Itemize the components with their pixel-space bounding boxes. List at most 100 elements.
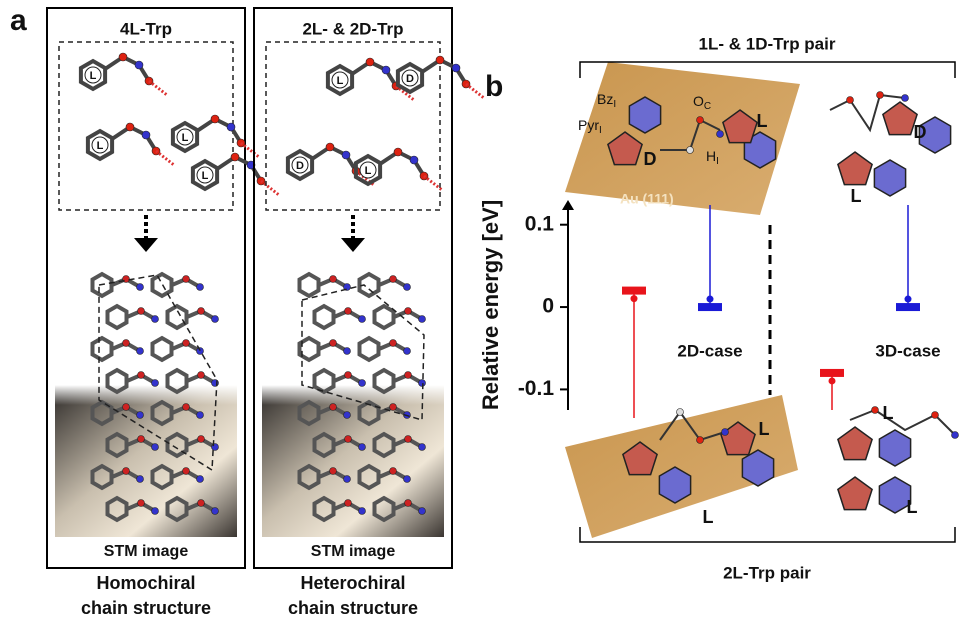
atom <box>227 123 235 131</box>
atom <box>687 147 694 154</box>
panel-label: b <box>485 70 503 103</box>
atom-label-main: H <box>706 148 716 164</box>
case-label: 2D-case <box>677 341 742 360</box>
bracket <box>580 527 955 542</box>
chirality-label: D <box>644 149 657 169</box>
atom <box>183 404 190 411</box>
atom <box>183 276 190 283</box>
atom <box>197 412 204 419</box>
atom <box>902 95 909 102</box>
atom <box>722 429 729 436</box>
atom <box>390 340 397 347</box>
energy-level <box>698 303 722 311</box>
chirality-label: L <box>757 111 768 131</box>
level-dot <box>829 377 836 384</box>
atom <box>197 348 204 355</box>
atom <box>123 340 130 347</box>
chirality-label: L <box>365 165 372 177</box>
atom <box>677 409 684 416</box>
atom <box>419 508 426 515</box>
chirality-label: L <box>883 403 894 423</box>
atom <box>344 412 351 419</box>
energy-level <box>896 303 920 311</box>
atom <box>405 500 412 507</box>
atom-label-main: O <box>693 93 704 109</box>
image-caption: STM image <box>311 543 396 560</box>
atom <box>345 372 352 379</box>
stm-image <box>55 385 237 537</box>
atom <box>198 308 205 315</box>
structure-label: chain structure <box>288 598 418 618</box>
y-tick-label: 0 <box>542 295 554 318</box>
atom <box>183 340 190 347</box>
atom-label-main: Bz <box>597 91 613 107</box>
chirality-label: L <box>97 140 104 152</box>
structure-label: Heterochiral <box>300 573 405 593</box>
ring <box>883 102 917 135</box>
atom <box>138 308 145 315</box>
stm-fade <box>262 385 444 405</box>
ring <box>838 152 872 185</box>
bond <box>850 410 955 435</box>
ring <box>315 306 334 328</box>
atom <box>410 156 418 164</box>
chirality-label: L <box>202 170 209 182</box>
atom-label-subscript: C <box>704 101 711 112</box>
y-tick-label: 0.1 <box>525 212 555 235</box>
y-tick-label: -0.1 <box>518 377 555 400</box>
atom <box>932 412 939 419</box>
ring <box>874 160 905 196</box>
atom <box>390 404 397 411</box>
atom <box>138 500 145 507</box>
ring <box>360 338 379 360</box>
atom <box>405 372 412 379</box>
atom <box>231 153 239 161</box>
atom <box>123 468 130 475</box>
atom <box>119 53 127 61</box>
atom <box>326 143 334 151</box>
atom <box>197 284 204 291</box>
structure-label: Homochiral <box>96 573 195 593</box>
atom <box>198 372 205 379</box>
ring <box>838 427 872 460</box>
atom <box>382 66 390 74</box>
image-caption: STM image <box>104 543 189 560</box>
chirality-label: D <box>914 122 927 142</box>
atom <box>330 340 337 347</box>
stm-image <box>262 385 444 537</box>
figure: a4L-TrpLLLLSTM imageHomochiralchain stru… <box>0 0 963 619</box>
chirality-label: L <box>337 75 344 87</box>
atom <box>198 500 205 507</box>
chirality-label: L <box>182 132 189 144</box>
structure-label: chain structure <box>81 598 211 618</box>
atom <box>847 97 854 104</box>
ring <box>153 338 172 360</box>
atom <box>359 444 366 451</box>
pair-title: 1L- & 1D-Trp pair <box>699 34 836 53</box>
atom <box>394 148 402 156</box>
y-axis-label: Relative energy [eV] <box>478 200 503 410</box>
arrow-head <box>134 238 158 252</box>
ring <box>879 430 910 466</box>
chirality-label: L <box>851 186 862 206</box>
atom <box>345 436 352 443</box>
atom <box>717 131 724 138</box>
atom <box>345 308 352 315</box>
bond <box>380 152 424 176</box>
atom <box>152 316 159 323</box>
atom <box>137 284 144 291</box>
atom <box>359 316 366 323</box>
atom <box>344 348 351 355</box>
atom <box>212 316 219 323</box>
level-dot <box>631 295 638 302</box>
atom <box>152 380 159 387</box>
atom <box>452 64 460 72</box>
atom <box>359 508 366 515</box>
y-axis-arrow <box>562 200 574 210</box>
atom <box>135 61 143 69</box>
atom <box>404 476 411 483</box>
atom <box>142 131 150 139</box>
atom <box>212 508 219 515</box>
atom <box>123 404 130 411</box>
surface-label: Au (111) <box>620 191 674 207</box>
